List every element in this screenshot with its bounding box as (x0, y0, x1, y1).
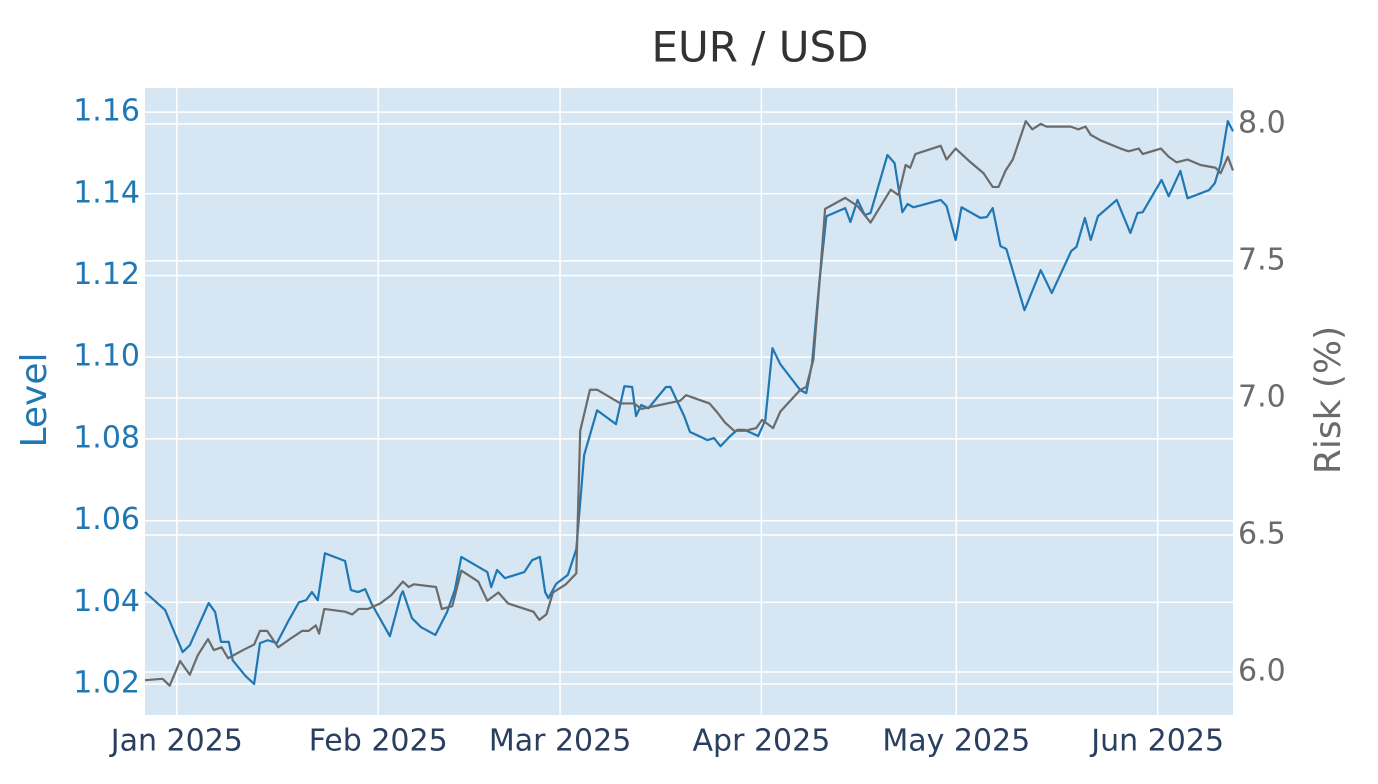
chart-title: EUR / USD (651, 23, 868, 72)
y-tick-label: 1.06 (73, 502, 140, 537)
x-tick-label: Jan 2025 (109, 724, 243, 759)
y2-tick-label: 8.0 (1238, 105, 1286, 140)
x-tick-label: May 2025 (882, 724, 1030, 759)
y-tick-label: 1.02 (73, 665, 140, 700)
x-tick-label: Apr 2025 (693, 724, 831, 759)
lines (144, 119, 1235, 687)
y2-tick-label: 7.5 (1238, 242, 1286, 277)
y2-tick-label: 7.0 (1238, 379, 1286, 414)
y-tick-label: 1.16 (73, 94, 140, 129)
x-tick-label: Mar 2025 (489, 724, 632, 759)
plot-area (145, 88, 1233, 715)
y-tick-label: 1.08 (73, 420, 140, 455)
x-tick-label: Feb 2025 (309, 724, 448, 759)
y-tick-label: 1.04 (73, 584, 140, 619)
y-axis-title: Level (14, 352, 55, 447)
line-series (144, 119, 1234, 686)
line-series (144, 120, 1235, 687)
y-tick-label: 1.12 (73, 257, 140, 292)
y2-tick-label: 6.0 (1238, 653, 1286, 688)
x-tick-label: Jun 2025 (1089, 724, 1224, 759)
y2-tick-label: 6.5 (1238, 516, 1286, 551)
y-tick-label: 1.14 (73, 175, 140, 210)
y-tick-label: 1.10 (73, 339, 140, 374)
grid (145, 88, 1233, 715)
y2-axis-title: Risk (%) (1308, 326, 1349, 474)
